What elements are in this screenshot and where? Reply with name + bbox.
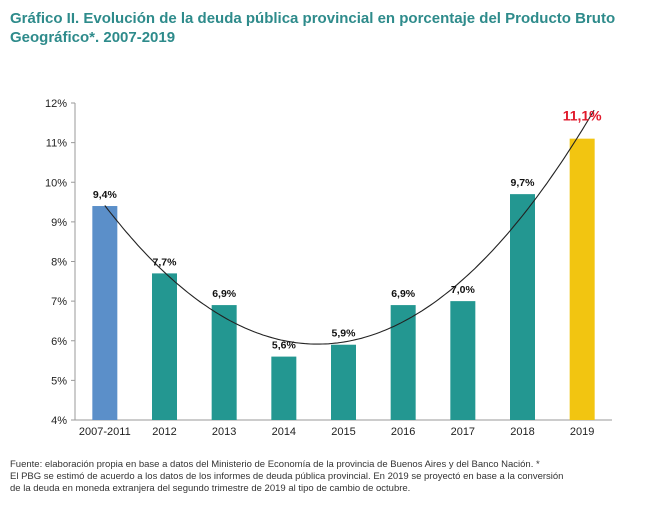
x-tick-label: 2018 [510, 426, 534, 438]
footnote-line-2: El PBG se estimó de acuerdo a los datos … [10, 471, 564, 482]
x-tick-label: 2014 [272, 426, 296, 438]
x-tick-label: 2016 [391, 426, 415, 438]
bar-2014 [271, 356, 297, 420]
chart-title: Gráfico II. Evolución de la deuda públic… [10, 10, 616, 46]
x-tick-label: 2019 [570, 426, 594, 438]
data-label-2018: 9,7% [511, 177, 536, 189]
bar-2019 [569, 138, 595, 420]
data-label-2015: 5,9% [332, 328, 357, 340]
bar-2012 [152, 273, 177, 420]
data-label-2016: 6,9% [391, 288, 416, 300]
data-label-2014: 5,6% [272, 340, 297, 352]
data-label-2019: 11,1% [563, 108, 602, 124]
x-tick-label: 2017 [451, 426, 475, 438]
data-label-2017: 7,0% [451, 284, 476, 296]
footnote-line-1: Fuente: elaboración propia en base a dat… [10, 459, 540, 470]
bar-2016 [390, 305, 416, 420]
y-tick-label: 11% [46, 138, 67, 150]
bar-2015 [331, 344, 356, 420]
y-tick-label: 7% [51, 296, 67, 308]
data-label-2013: 6,9% [212, 288, 237, 300]
x-tick-label: 2012 [152, 426, 176, 438]
x-tick-label: 2013 [212, 426, 236, 438]
y-tick-label: 4% [51, 415, 67, 427]
bar-2017 [450, 301, 476, 420]
x-tick-label: 2007-2011 [79, 426, 131, 438]
data-label-2007-2011: 9,4% [93, 189, 118, 201]
trend-line [104, 109, 595, 345]
x-tick-label: 2015 [331, 426, 355, 438]
y-tick-label: 5% [51, 375, 67, 387]
footnote-line-3: de la deuda en moneda extranjera del seg… [10, 483, 411, 494]
bar-2018 [510, 194, 535, 420]
footnote: Fuente: elaboración propia en base a dat… [10, 459, 650, 495]
y-tick-label: 6% [51, 336, 67, 348]
y-tick-label: 10% [45, 177, 67, 189]
y-tick-label: 8% [51, 257, 67, 269]
y-tick-label: 12% [45, 98, 67, 110]
y-tick-label: 9% [51, 217, 67, 229]
bar-2007-2011 [92, 206, 118, 420]
data-label-2012: 7,7% [153, 256, 178, 268]
bar-2013 [211, 305, 237, 420]
